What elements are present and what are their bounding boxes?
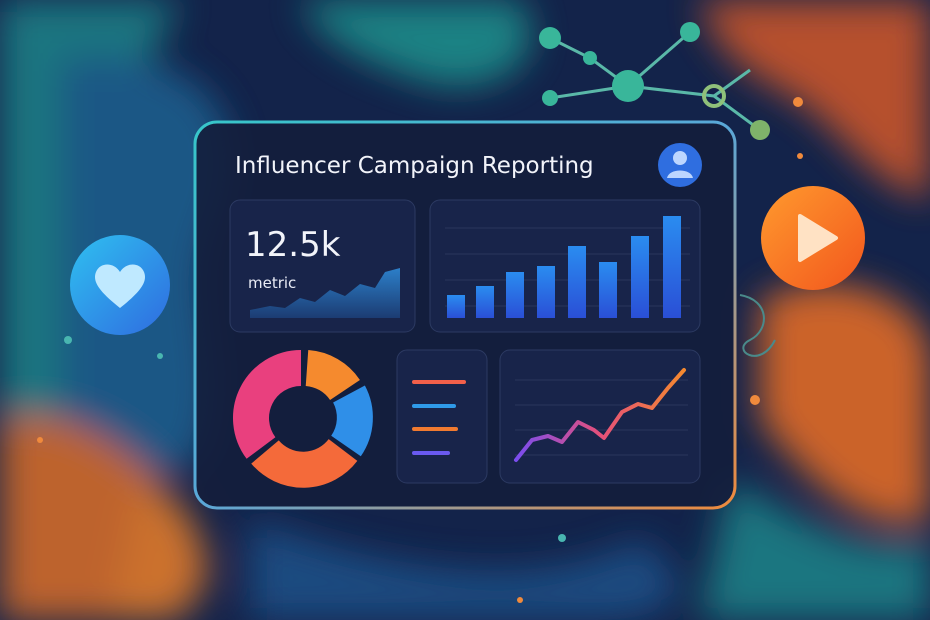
line-grid bbox=[515, 379, 688, 456]
bar-card bbox=[429, 199, 701, 333]
avatar[interactable] bbox=[658, 143, 702, 187]
kpi-label: metric bbox=[248, 274, 296, 292]
legend-lines bbox=[412, 380, 466, 455]
sparkline bbox=[250, 268, 400, 318]
heart-icon bbox=[70, 235, 170, 335]
network-graphic bbox=[539, 22, 803, 159]
line-card bbox=[499, 349, 701, 484]
bar-grid bbox=[445, 227, 690, 307]
play-button bbox=[739, 186, 865, 357]
decor-dots bbox=[37, 336, 760, 603]
donut-graphic bbox=[233, 350, 373, 488]
bar-graphic bbox=[447, 216, 681, 318]
dashboard-title: Influencer Campaign Reporting bbox=[235, 153, 594, 179]
kpi-value: 12.5k bbox=[245, 225, 341, 265]
line-graphic bbox=[514, 368, 686, 462]
legend-card bbox=[396, 349, 488, 484]
